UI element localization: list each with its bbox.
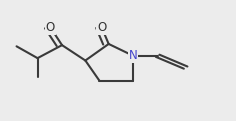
Text: N: N	[129, 49, 138, 62]
Text: O: O	[97, 21, 106, 34]
Text: O: O	[46, 21, 55, 34]
